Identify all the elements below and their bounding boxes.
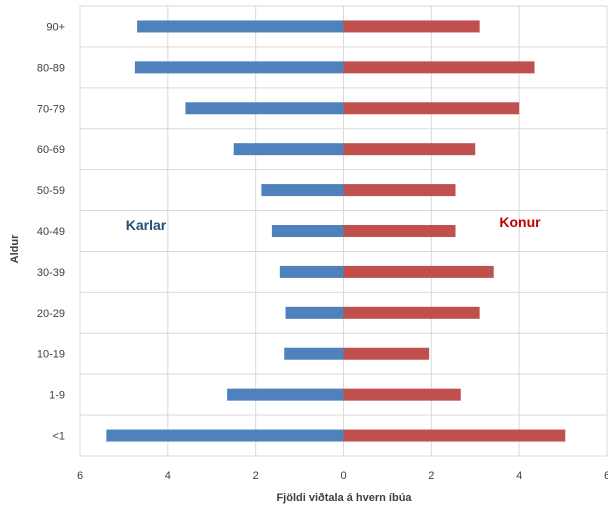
- bar-karlar-40-49: [271, 225, 344, 237]
- x-tick-labels: 6 4 2 0 2 4 6: [77, 470, 608, 482]
- y-tick-label: 10-19: [37, 349, 65, 361]
- group-label-konur: Konur: [499, 214, 541, 230]
- bar-karlar-60-69: [233, 143, 344, 156]
- bar-konur-70-79: [343, 102, 520, 115]
- y-tick-label: 70-79: [37, 103, 65, 115]
- bar-konur-50-59: [343, 184, 456, 197]
- bar-karlar-10-19: [284, 347, 344, 360]
- x-tick-label: 0: [340, 470, 346, 482]
- x-tick-label: 2: [253, 470, 259, 482]
- bar-konur-30-39: [343, 265, 494, 278]
- y-tick-label: 40-49: [37, 226, 65, 238]
- x-tick-label: 6: [77, 470, 83, 482]
- y-tick-label: 80-89: [37, 62, 65, 74]
- y-tick-labels: 90+ 80-89 70-79 60-69 50-59 40-49 30-39 20-29 10…: [37, 21, 65, 442]
- bar-karlar-1-9: [227, 388, 344, 401]
- y-tick-label: 20-29: [37, 308, 65, 320]
- x-tick-label: 4: [516, 470, 522, 482]
- bar-karlar-20-29: [285, 306, 344, 319]
- y-tick-label: 90+: [46, 21, 65, 33]
- bar-karlar-90+: [137, 20, 344, 33]
- y-tick-label: 50-59: [37, 185, 65, 197]
- bar-karlar-70-79: [185, 102, 344, 115]
- bar-karlar-<1: [106, 429, 344, 442]
- bar-konur-<1: [343, 429, 566, 442]
- bar-karlar-50-59: [261, 184, 344, 197]
- bar-karlar-30-39: [279, 265, 344, 278]
- bar-karlar-80-89: [134, 61, 344, 74]
- bar-konur-80-89: [343, 61, 535, 74]
- group-label-karlar: Karlar: [126, 217, 167, 233]
- y-tick-label: 30-39: [37, 267, 65, 279]
- x-axis-title: Fjöldi viðtala á hvern íbúa: [276, 492, 412, 504]
- x-tick-label: 4: [165, 470, 171, 482]
- gridlines: [79, 5, 608, 457]
- bar-konur-1-9: [343, 388, 461, 401]
- y-tick-label: 1-9: [49, 390, 65, 402]
- x-tick-label: 6: [604, 470, 608, 482]
- bar-konur-10-19: [343, 347, 430, 360]
- y-tick-label: 60-69: [37, 144, 65, 156]
- bar-konur-20-29: [343, 306, 480, 319]
- bars: [106, 20, 566, 442]
- bar-konur-90+: [343, 20, 480, 33]
- y-tick-label: <1: [52, 431, 65, 443]
- bar-konur-40-49: [343, 225, 456, 237]
- y-axis-title: Aldur: [9, 234, 21, 263]
- x-tick-label: 2: [428, 470, 434, 482]
- bar-konur-60-69: [343, 143, 476, 156]
